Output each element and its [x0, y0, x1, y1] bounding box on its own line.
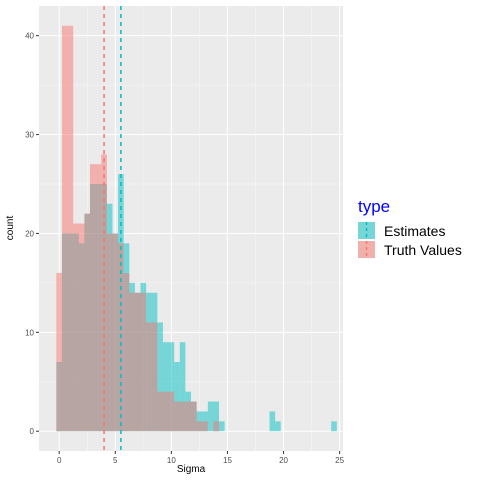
- legend-item-estimates: Estimates: [358, 222, 445, 239]
- histogram-bar: [151, 322, 158, 432]
- histogram-bar: [129, 292, 135, 432]
- histogram-bar: [162, 391, 169, 432]
- histogram-bar: [179, 342, 186, 432]
- histogram-bar: [78, 223, 85, 432]
- histogram-bar: [174, 401, 180, 432]
- histogram-bar: [168, 391, 175, 432]
- histogram-bar: [123, 273, 130, 432]
- histogram-bar: [179, 401, 186, 432]
- histogram-bar: [73, 223, 79, 432]
- y-axis-ticks: 0 10 20 30 40: [25, 32, 39, 436]
- histogram-bar: [202, 421, 208, 432]
- histogram-bar: [106, 233, 113, 432]
- histogram-bar: [84, 213, 91, 432]
- x-axis-ticks: 0 5 10 15 20 25: [57, 451, 345, 465]
- histogram-bar: [213, 421, 220, 432]
- legend-title: type: [358, 197, 390, 216]
- histogram-bar: [174, 362, 180, 432]
- mean-lines: [103, 6, 122, 451]
- histogram-bar: [157, 391, 163, 432]
- x-tick-label: 25: [335, 456, 344, 465]
- legend-label-estimates: Estimates: [384, 223, 445, 239]
- histogram-bar: [213, 401, 220, 432]
- x-axis-title: Sigma: [177, 464, 206, 475]
- histogram-bar: [67, 25, 74, 432]
- histogram-bar: [140, 292, 147, 432]
- y-tick-label: 40: [25, 32, 34, 41]
- y-tick-label: 30: [25, 131, 34, 140]
- x-tick-label: 0: [57, 456, 62, 465]
- histogram-bar: [95, 164, 102, 432]
- y-tick-label: 20: [25, 229, 34, 238]
- x-tick-label: 20: [279, 456, 288, 465]
- histogram-bar: [90, 164, 96, 432]
- histogram-bar: [146, 322, 152, 432]
- x-tick-label: 5: [113, 456, 118, 465]
- histogram-bar: [191, 401, 197, 432]
- legend-item-truth-values: Truth Values: [358, 241, 462, 258]
- histogram-bar: [168, 342, 175, 432]
- legend-label-truth-values: Truth Values: [384, 242, 462, 258]
- y-tick-label: 0: [30, 427, 35, 436]
- y-tick-label: 10: [25, 328, 34, 337]
- histogram-bar: [134, 292, 141, 432]
- x-tick-label: 15: [223, 456, 232, 465]
- histogram-bar: [157, 322, 163, 432]
- histogram-bar: [61, 25, 68, 432]
- histogram-bar: [185, 401, 191, 432]
- histogram-bar: [331, 421, 337, 432]
- histogram-bar: [112, 233, 119, 432]
- histogram-bar: [269, 411, 276, 432]
- histogram-bar: [196, 421, 203, 432]
- histogram-bar: [56, 273, 62, 432]
- histogram-bar: [207, 401, 214, 432]
- x-tick-label: 10: [167, 456, 176, 465]
- histogram-bar: [162, 342, 169, 432]
- y-axis-title: count: [5, 216, 16, 241]
- legend: type Estimates Truth Values: [358, 197, 462, 258]
- histogram-bar: [275, 421, 281, 432]
- histogram-bar: [219, 421, 225, 432]
- minor-gridlines: [39, 6, 343, 451]
- histogram-bar: [101, 154, 107, 432]
